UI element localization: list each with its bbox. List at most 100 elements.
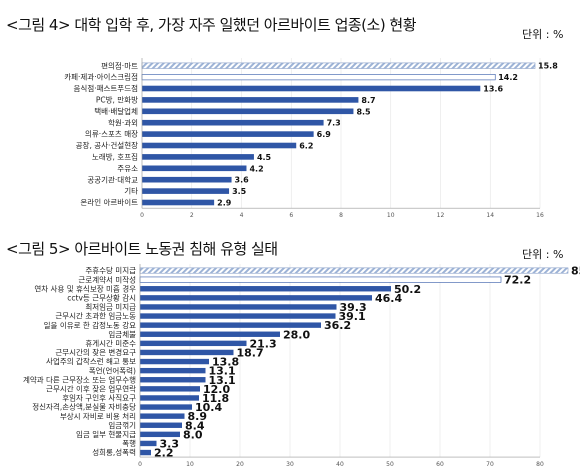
chart1-bar-9 bbox=[142, 165, 247, 172]
chart2-x-tick-7: 70 bbox=[486, 461, 494, 467]
chart1-category-label-4: 택배·배달업체 bbox=[94, 106, 138, 116]
chart2-value-label-14: 11.8 bbox=[202, 392, 229, 405]
chart2-value-label-5: 39.1 bbox=[339, 310, 366, 323]
chart2-bar-6 bbox=[140, 322, 321, 328]
chart1-value-label-3: 8.7 bbox=[361, 96, 375, 105]
chart2-category-label-0: 주휴수당 미지급 bbox=[85, 265, 136, 275]
chart2-category-label-5: 근무시간 초과한 임금노동 bbox=[55, 311, 136, 321]
chart2-x-tick-4: 40 bbox=[336, 461, 344, 467]
chart2-x-tick-1: 10 bbox=[186, 461, 194, 467]
chart1-value-label-0: 15.8 bbox=[538, 62, 558, 71]
chart2-value-label-2: 50.2 bbox=[394, 283, 421, 296]
chart1-title: <그림 4> 대학 입학 후, 가장 자주 일했던 아르바이트 업종(소) 현황 bbox=[6, 16, 417, 34]
chart1-category-label-7: 공장, 공사·건설현장 bbox=[76, 140, 138, 150]
chart2-bar-9 bbox=[140, 349, 234, 356]
chart2-bar-0 bbox=[139, 267, 569, 274]
chart1-category-label-2: 음식점·패스트푸드점 bbox=[74, 83, 138, 93]
chart1-x-tick-8: 16 bbox=[536, 212, 544, 219]
chart2-category-label-17: 임금꺾기 bbox=[108, 420, 136, 430]
chart2-bar-18 bbox=[140, 431, 180, 438]
chart1-value-label-2: 13.6 bbox=[483, 85, 503, 94]
chart1-x-tick-1: 2 bbox=[190, 212, 194, 219]
chart2-category-label-9: 근무시간의 잦은 변경요구 bbox=[55, 347, 136, 357]
chart1-category-label-0: 편의점·마트 bbox=[101, 60, 138, 70]
chart2-bar-14 bbox=[140, 395, 199, 401]
chart1-category-label-11: 기타 bbox=[124, 187, 138, 196]
chart1-category-label-1: 카페·제과·아이스크림점 bbox=[64, 72, 138, 82]
chart2-x-tick-5: 50 bbox=[386, 461, 394, 467]
chart1-x-tick-6: 12 bbox=[437, 212, 445, 219]
chart2-bar-3 bbox=[140, 295, 372, 301]
chart2-value-label-15: 10.4 bbox=[195, 401, 222, 414]
chart2-category-label-15: 정신자격,손상액,분실물 자비충당 bbox=[32, 402, 136, 412]
chart2-category-label-19: 폭행 bbox=[122, 438, 136, 448]
chart1-bar-5 bbox=[142, 119, 324, 126]
chart2-x-tick-3: 30 bbox=[286, 461, 294, 467]
chart2-bar-19 bbox=[140, 440, 157, 447]
chart2-category-label-3: cctv등 근무상황 감시 bbox=[67, 292, 136, 302]
chart2-bar-1 bbox=[139, 276, 502, 283]
chart1-value-label-10: 3.6 bbox=[235, 176, 250, 185]
chart2-value-label-17: 8.4 bbox=[185, 419, 205, 432]
chart2-category-label-10: 사업주의 갑작스런 해고 통보 bbox=[46, 356, 136, 366]
chart2-value-label-20: 2.2 bbox=[154, 447, 174, 460]
chart1-category-label-3: PC방, 만화방 bbox=[96, 95, 138, 105]
chart1-category-label-8: 노래방, 호프집 bbox=[92, 152, 138, 162]
chart2-category-label-11: 폭언(언어폭력) bbox=[89, 365, 136, 375]
chart1-bar-12 bbox=[142, 199, 215, 206]
chart1-x-tick-5: 10 bbox=[387, 212, 395, 219]
chart2-category-label-18: 임금 일부 현물지급 bbox=[76, 430, 136, 439]
chart1-value-label-4: 8.5 bbox=[356, 107, 371, 116]
chart1-bar-4 bbox=[142, 108, 354, 115]
chart2-bar-15 bbox=[140, 404, 192, 410]
chart1-category-label-12: 온라인 아르바이트 bbox=[80, 197, 138, 207]
chart2-x-tick-8: 80 bbox=[536, 461, 544, 467]
chart2-value-label-0: 85.6 bbox=[571, 265, 580, 278]
chart1-value-label-9: 4.2 bbox=[249, 164, 263, 173]
chart2-bar-13 bbox=[140, 386, 200, 392]
chart2-value-label-3: 46.4 bbox=[375, 292, 402, 305]
chart2-bar-11 bbox=[140, 367, 206, 374]
chart1-x-tick-0: 0 bbox=[140, 212, 144, 219]
chart2-svg: 주휴수당 미지급 85.6 근로계약서 미작성 72.2 연차 사용 및 휴식보장 미흡… bbox=[23, 264, 580, 467]
chart2-category-label-14: 후임자 구인후 사직요구 bbox=[62, 393, 136, 403]
chart2-bar-12 bbox=[140, 377, 206, 383]
chart2-category-label-1: 근로계약서 미작성 bbox=[78, 274, 136, 284]
chart2-value-label-4: 39.3 bbox=[340, 301, 367, 314]
chart2-value-label-6: 36.2 bbox=[324, 319, 351, 332]
chart1-x-tick-7: 14 bbox=[486, 212, 494, 219]
chart1-bar-8 bbox=[142, 154, 254, 160]
chart2-category-label-7: 임금체불 bbox=[108, 329, 136, 339]
chart1-value-label-12: 2.9 bbox=[217, 199, 232, 208]
chart2-bar-7 bbox=[140, 331, 280, 337]
chart2-title: <그림 5> 아르바이트 노동권 침해 유형 실태 bbox=[6, 240, 278, 258]
chart2-value-label-10: 13.8 bbox=[212, 356, 239, 369]
chart1-bar-1 bbox=[141, 73, 496, 81]
chart1-category-label-5: 학원·과외 bbox=[108, 117, 138, 127]
chart1-value-label-8: 4.5 bbox=[257, 153, 272, 162]
chart2-bar-16 bbox=[140, 413, 185, 419]
chart2-category-label-8: 휴게시간 미준수 bbox=[85, 338, 136, 348]
chart2-value-label-12: 13.1 bbox=[209, 374, 236, 387]
chart1-value-label-6: 6.9 bbox=[317, 130, 332, 139]
chart1-svg: 편의점·마트 15.8 카페·제과·아이스크림점 14.2 음식점·패스트푸드점 13.6… bbox=[64, 58, 558, 219]
chart2-category-label-16: 부상시 자비로 비용 처리 bbox=[60, 411, 136, 421]
chart2-value-label-16: 8.9 bbox=[188, 410, 208, 423]
chart2-x-tick-6: 60 bbox=[436, 461, 444, 467]
chart1-category-label-6: 의류·스포츠 매장 bbox=[85, 129, 138, 139]
chart1-bar-2 bbox=[142, 85, 481, 92]
chart2-category-label-13: 근무시간 이후 잦은 업무연락 bbox=[46, 383, 136, 393]
chart2-bar-5 bbox=[140, 313, 336, 319]
chart2-value-label-7: 28.0 bbox=[283, 328, 310, 341]
chart1-bar-0 bbox=[141, 62, 536, 69]
chart2-bar-8 bbox=[140, 340, 247, 347]
chart1-value-label-7: 6.2 bbox=[299, 142, 313, 151]
chart2-category-label-12: 계약과 다른 근무장소 또는 업무수행 bbox=[23, 374, 136, 384]
chart1-value-label-1: 14.2 bbox=[498, 73, 518, 82]
chart2-value-label-9: 18.7 bbox=[237, 346, 264, 359]
chart2-value-label-13: 12.0 bbox=[203, 383, 230, 396]
chart1-x-tick-2: 4 bbox=[240, 212, 244, 219]
chart1-bar-11 bbox=[142, 188, 230, 194]
chart2-category-label-20: 성희롱,성폭력 bbox=[92, 447, 136, 457]
chart1-category-label-9: 주유소 bbox=[117, 164, 138, 173]
